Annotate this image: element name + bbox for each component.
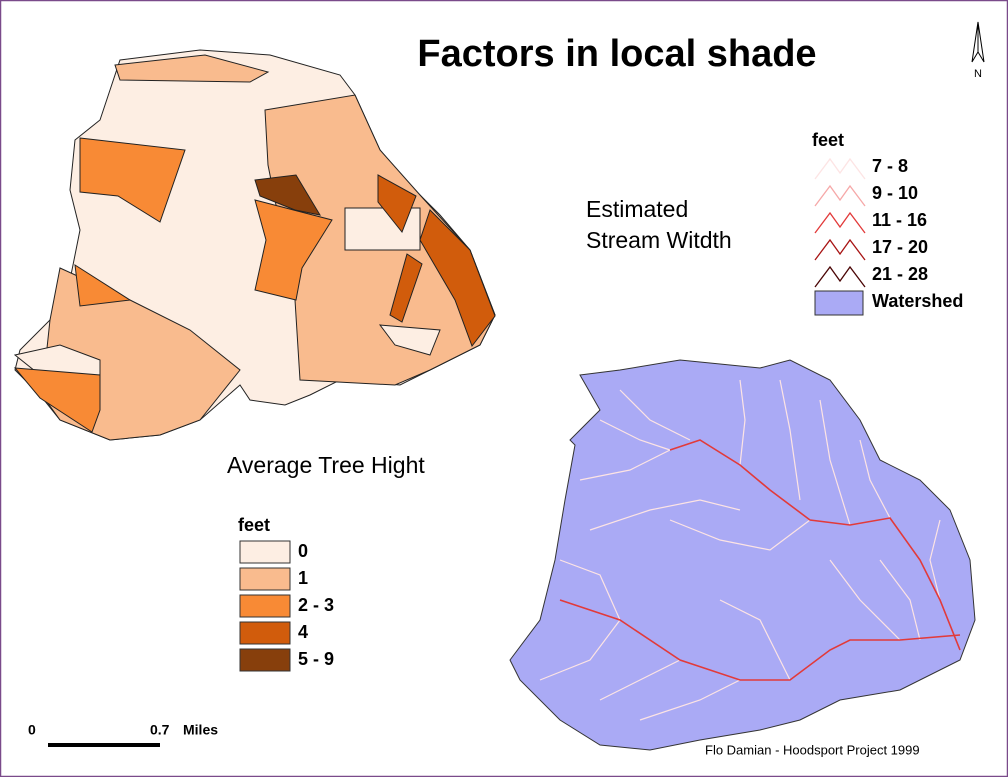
- scale-unit: Miles: [183, 722, 218, 738]
- legend-label: Watershed: [872, 291, 963, 311]
- tree-caption: Average Tree Hight: [227, 452, 425, 478]
- legend-symbol: [814, 265, 866, 288]
- stream: [639, 679, 741, 721]
- stream-legend: feet 7 - 8 9 - 10 11 - 16 17 - 20 21 - 28 Wat…: [812, 130, 963, 316]
- tree-zone: [378, 324, 441, 356]
- legend-symbol: [814, 211, 866, 234]
- tree-zone: [13, 367, 101, 433]
- stream: [559, 559, 621, 621]
- stream-caption-line: Estimated: [586, 196, 688, 222]
- scale-start: 0: [28, 722, 36, 738]
- scale-bar: 0 0.7 Miles: [28, 722, 218, 747]
- scale-end: 0.7: [150, 722, 170, 738]
- legend-swatch: [814, 290, 864, 316]
- legend-title: feet: [238, 515, 270, 535]
- north-label: N: [974, 68, 982, 80]
- legend-label: 21 - 28: [872, 264, 928, 284]
- stream: [879, 559, 921, 641]
- stream: [779, 379, 801, 501]
- tree-zone: [419, 209, 496, 348]
- tree-legend: feet 0 1 2 - 3 4 5 - 9: [238, 515, 334, 672]
- north-arrow: N: [971, 21, 985, 80]
- stream: [739, 379, 746, 466]
- tree-zone: [79, 137, 186, 223]
- legend-label: 7 - 8: [872, 156, 908, 176]
- tree-zone: [254, 174, 322, 216]
- tree-zone: [114, 54, 270, 83]
- legend-label: 1: [298, 568, 308, 588]
- stream: [589, 499, 741, 531]
- legend-swatch: [239, 567, 291, 591]
- stream: [819, 399, 851, 526]
- stream: [559, 599, 961, 681]
- credit: Flo Damian - Hoodsport Project 1999: [705, 742, 920, 757]
- stream: [539, 619, 621, 681]
- tree-zone: [74, 264, 132, 307]
- legend-symbol: [814, 238, 866, 261]
- tree-zone: [389, 253, 423, 323]
- stream: [599, 659, 681, 701]
- legend-label: 2 - 3: [298, 595, 334, 615]
- stream: [669, 519, 811, 551]
- stream-caption-line: Stream Witdth: [586, 227, 732, 253]
- legend-swatch: [239, 621, 291, 645]
- legend-swatch: [239, 540, 291, 564]
- watershed-map: [509, 359, 976, 751]
- legend-label: 0: [298, 541, 308, 561]
- stream: [619, 389, 691, 441]
- stream: [579, 449, 671, 481]
- stream: [929, 519, 941, 601]
- streams: [539, 379, 961, 721]
- legend-symbol: [814, 157, 866, 180]
- map-title: Factors in local shade: [417, 33, 816, 75]
- tree-zone: [377, 174, 417, 233]
- legend-label: 5 - 9: [298, 649, 334, 669]
- legend-label: 17 - 20: [872, 237, 928, 257]
- stream: [669, 439, 961, 651]
- tree-zone: [254, 199, 333, 301]
- legend-label: 9 - 10: [872, 183, 918, 203]
- tree-height-map: [13, 49, 496, 441]
- stream: [859, 439, 891, 519]
- legend-label: 11 - 16: [872, 210, 927, 230]
- legend-swatch: [239, 594, 291, 618]
- stream: [599, 419, 671, 451]
- legend-symbol: [814, 184, 866, 207]
- legend-swatch: [239, 648, 291, 672]
- stream: [829, 559, 901, 641]
- legend-label: 4: [298, 622, 308, 642]
- stream: [719, 599, 791, 681]
- legend-title: feet: [812, 130, 844, 150]
